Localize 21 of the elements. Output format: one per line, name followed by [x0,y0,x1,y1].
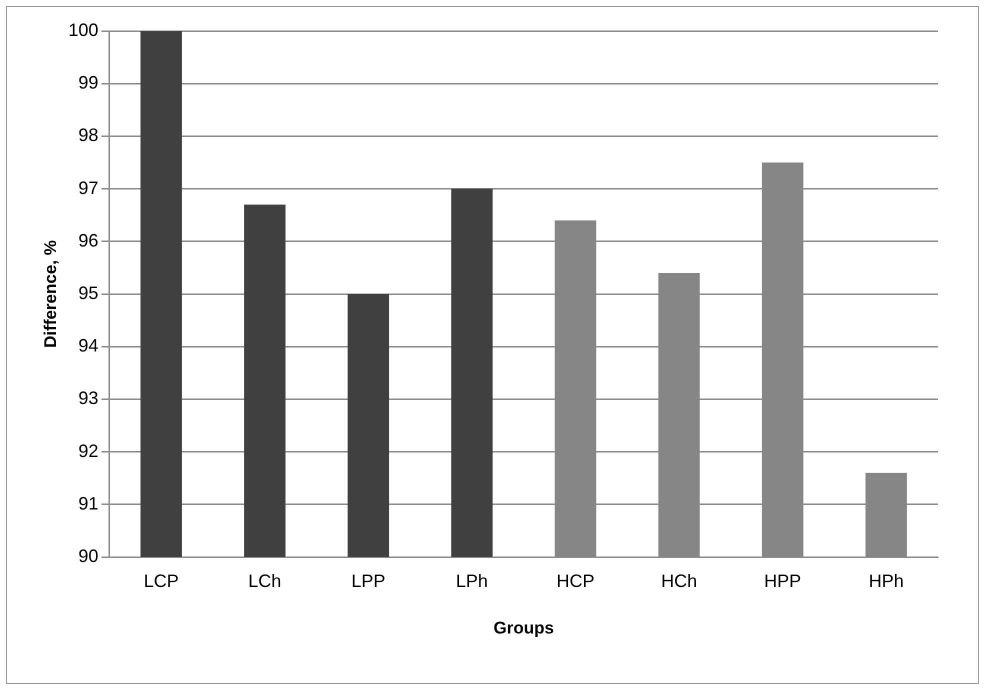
x-tick-label: HPP [764,570,802,591]
x-tick-label: HPh [868,570,904,591]
y-tick-label: 98 [78,125,98,146]
x-tick-label: LCh [248,570,282,591]
y-axis-title: Difference, % [40,240,60,348]
y-tick-label: 97 [78,178,98,198]
y-tick-label: 94 [78,336,98,356]
y-tick-label: 95 [78,282,98,303]
y-tick-label: 93 [78,388,98,408]
x-tick-label: LPP [351,570,386,591]
x-tick-label: LPh [456,570,488,591]
y-tick-label: 91 [78,493,98,514]
x-tick-label: HCP [556,570,595,591]
x-axis-title: Groups [493,618,554,638]
y-tick-label: 100 [68,20,98,40]
x-tick-label: LCP [144,570,179,591]
x-tick-label: HCh [661,570,698,591]
y-tick-label: 99 [78,72,98,93]
y-tick-label: 96 [78,230,98,250]
y-tick-label: 92 [78,440,98,461]
y-tick-label: 90 [78,546,98,566]
